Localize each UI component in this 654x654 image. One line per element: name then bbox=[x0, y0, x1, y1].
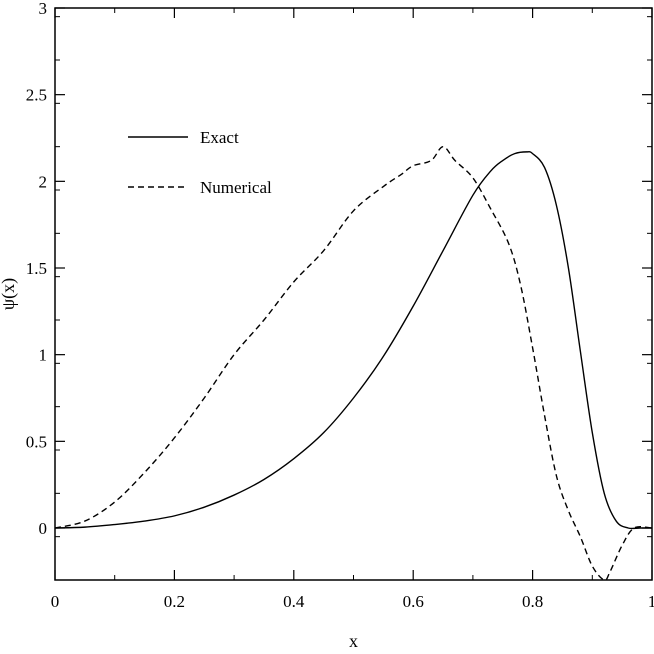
series-layer bbox=[55, 145, 652, 580]
x-tick-label: 1 bbox=[648, 592, 654, 611]
y-axis-ticks: 0 0.5 1 1.5 2 2.5 3 bbox=[26, 0, 652, 581]
y-tick-label: 3 bbox=[39, 0, 48, 18]
y-tick-label: 0.5 bbox=[26, 432, 47, 451]
y-tick-label: 2.5 bbox=[26, 86, 47, 105]
legend: Exact Numerical bbox=[128, 128, 272, 197]
x-tick-label: 0.4 bbox=[283, 592, 305, 611]
y-tick-label: 2 bbox=[39, 172, 48, 191]
x-tick-label: 0.8 bbox=[522, 592, 543, 611]
y-axis-title: ψ(x) bbox=[0, 278, 19, 310]
series-exact-line bbox=[55, 151, 652, 530]
x-axis-title: x bbox=[349, 631, 358, 651]
legend-label-numerical: Numerical bbox=[200, 178, 272, 197]
y-tick-label: 1 bbox=[39, 346, 48, 365]
x-tick-label: 0.6 bbox=[403, 592, 424, 611]
legend-label-exact: Exact bbox=[200, 128, 239, 147]
x-tick-label: 0.2 bbox=[164, 592, 185, 611]
y-tick-label: 1.5 bbox=[26, 259, 47, 278]
y-tick-label: 0 bbox=[39, 519, 48, 538]
x-tick-label: 0 bbox=[51, 592, 60, 611]
x-axis-ticks: 0 0.2 0.4 0.6 0.8 1 bbox=[51, 8, 654, 611]
series-numerical-line bbox=[55, 145, 652, 580]
